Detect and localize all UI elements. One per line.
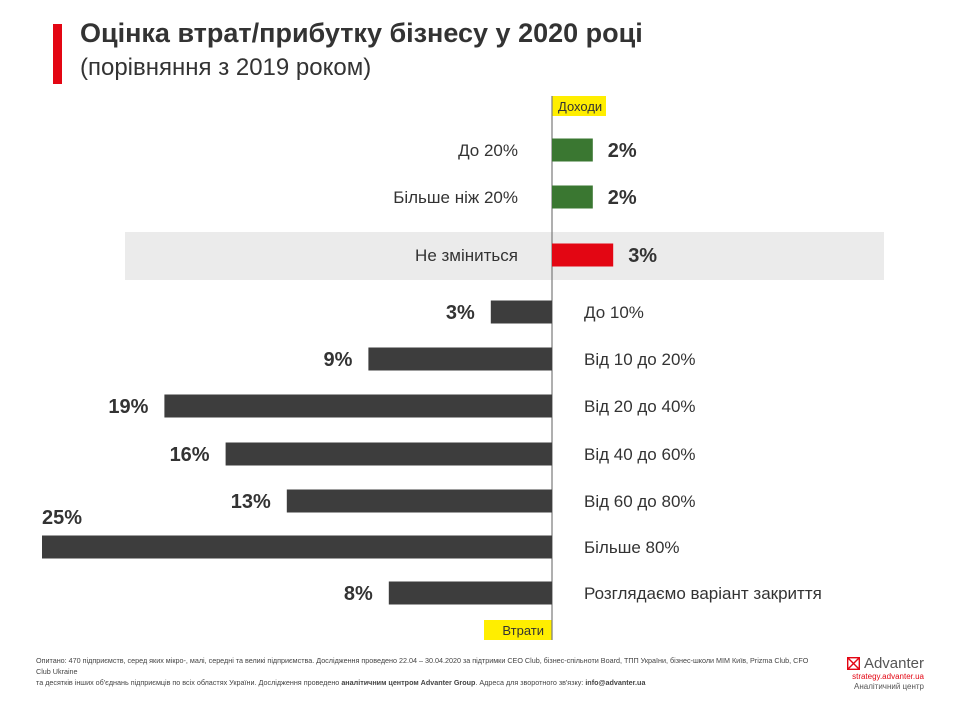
- category-label-до-20: До 20%: [458, 141, 518, 160]
- axis-tag-bottom: Втрати: [502, 623, 544, 638]
- category-label-не-зміниться: Не зміниться: [415, 246, 518, 265]
- value-label-від-10-до-20: 9%: [323, 349, 352, 371]
- page-title: Оцінка втрат/прибутку бізнесу у 2020 роц…: [80, 18, 643, 48]
- category-label-розглядаємо-варіант-закриття: Розглядаємо варіант закриття: [584, 584, 822, 603]
- bar-від-20-до-40: [164, 394, 552, 418]
- title-accent-bar: [53, 24, 62, 84]
- bar-до-20: [552, 138, 593, 162]
- axis-tag-top-bg: [552, 96, 606, 116]
- value-label-розглядаємо-варіант-закриття: 8%: [344, 583, 373, 605]
- brand-name: Advanter: [863, 655, 924, 672]
- brand-site[interactable]: strategy.advanter.ua: [852, 672, 924, 681]
- axis-tag-bottom-bg: [484, 620, 552, 640]
- category-label-від-20-до-40: Від 20 до 40%: [584, 397, 696, 416]
- page-subtitle: (порівняння з 2019 роком): [80, 54, 372, 81]
- footnote-line-2-bold: аналітичним центром Advanter Group: [341, 678, 476, 687]
- category-label-від-10-до-20: Від 10 до 20%: [584, 350, 696, 369]
- footnote-line-2: та десятків інших об'єднань підприємців …: [36, 677, 816, 688]
- bar-від-40-до-60: [225, 442, 552, 466]
- category-label-до-10: До 10%: [584, 303, 644, 322]
- value-label-більше-ніж-20: 2%: [608, 187, 637, 209]
- footnote-line-2-prefix: та десятків інших об'єднань підприємців …: [36, 678, 340, 687]
- brand-logo: Advanter strategy.advanter.ua Аналітични…: [846, 655, 924, 692]
- footnote-line-2-mid: . Адреса для зворотного зв'язку:: [475, 678, 584, 687]
- value-label-до-20: 2%: [608, 140, 637, 162]
- brand-tagline: Аналітичний центр: [854, 682, 924, 691]
- value-label-від-60-до-80: 13%: [231, 491, 271, 513]
- bar-розглядаємо-варіант-закриття: [388, 581, 552, 605]
- category-label-від-60-до-80: Від 60 до 80%: [584, 492, 696, 511]
- axis-tag-top: Доходи: [558, 99, 602, 114]
- bar-до-10: [490, 300, 552, 324]
- highlight-band: [125, 232, 884, 280]
- bar-більше-ніж-20: [552, 185, 593, 209]
- diverging-bar-chart: Доходи Втрати 2% До 20% 2% Більше ніж 20% 3% Не…: [42, 96, 884, 640]
- category-label-більше-ніж-20: Більше ніж 20%: [393, 188, 518, 207]
- value-label-від-20-до-40: 19%: [108, 396, 148, 418]
- methodology-footnote: Опитано: 470 підприємств, серед яких мік…: [36, 655, 816, 688]
- value-label-від-40-до-60: 16%: [170, 444, 210, 466]
- category-label-більше-80: Більше 80%: [584, 538, 680, 557]
- advanter-logo-icon: [846, 657, 860, 670]
- value-label-до-10: 3%: [446, 302, 475, 324]
- category-label-від-40-до-60: Від 40 до 60%: [584, 445, 696, 464]
- footnote-email[interactable]: info@advanter.ua: [585, 678, 646, 687]
- footnote-line-1: Опитано: 470 підприємств, серед яких мік…: [36, 656, 809, 676]
- bar-більше-80: [42, 535, 552, 559]
- bar-від-60-до-80: [286, 489, 552, 513]
- bar-не-зміниться: [552, 243, 614, 267]
- value-label-більше-80: 25%: [42, 507, 82, 529]
- value-label-не-зміниться: 3%: [628, 245, 657, 267]
- bar-від-10-до-20: [368, 347, 552, 371]
